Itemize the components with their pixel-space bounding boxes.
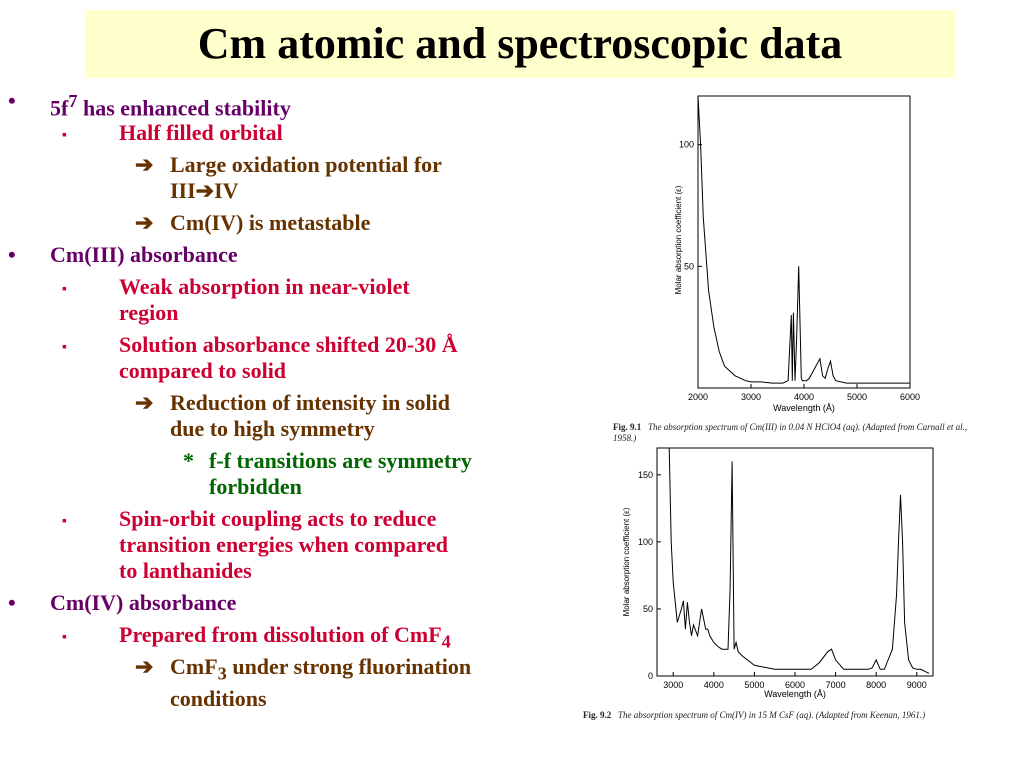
bullet-marker: ▪ [62, 128, 67, 143]
bullet-marker: ➔ [135, 654, 154, 679]
y-axis-ticks: 0 50 100 150 [638, 470, 661, 681]
bullet-text-level1: 5f7 has enhanced stability [50, 91, 291, 121]
plot-frame [656, 447, 934, 677]
x-axis-label: Wavelength (Å) [773, 403, 835, 413]
x-tick-label: 4000 [794, 392, 814, 402]
x-tick-label: 7000 [826, 680, 846, 690]
x-tick-label: 3000 [663, 680, 683, 690]
figure-cm3-spectrum: 2000 3000 4000 5000 6000 50 100 Wavelength (Å… [674, 95, 920, 413]
bullet-text-level3: CmF3 under strong fluorination conditions [170, 654, 472, 712]
bullet-marker: ▪ [62, 340, 67, 355]
y-tick-label: 100 [679, 140, 694, 150]
x-tick-label: 6000 [785, 680, 805, 690]
y-axis-label: Molar absorption coefficient (ε) [674, 185, 683, 294]
y-tick-label: 50 [643, 604, 653, 614]
bullet-text-level2: Weak absorption in near-violet region [119, 274, 410, 325]
title-background [85, 10, 955, 78]
bullet-marker: • [8, 590, 16, 615]
bullet-marker: ▪ [62, 514, 67, 529]
x-axis-ticks: 2000 3000 4000 5000 6000 [688, 384, 920, 402]
bullet-text-level3: Cm(IV) is metastable [170, 210, 371, 235]
bullet-marker: ▪ [62, 282, 67, 297]
bullet-marker: ➔ [135, 390, 154, 415]
bullet-marker: ▪ [62, 630, 67, 645]
x-tick-label: 4000 [704, 680, 724, 690]
figure1-caption-text: The absorption spectrum of Cm(III) in 0.… [613, 422, 968, 443]
figure-cm4-spectrum: 3000 4000 5000 6000 7000 8000 9000 0 50 100 150 W… [622, 447, 934, 699]
bullet-text-level1: Cm(IV) absorbance [50, 590, 237, 615]
bullet-text-level3: Reduction of intensity in solid due to hi… [170, 390, 450, 441]
figure2-caption-label: Fig. 9.2 [583, 710, 612, 720]
bullet-text-level2: Spin-orbit coupling acts to reduce transi… [119, 506, 448, 583]
plot-frame [697, 95, 911, 389]
cm4-spectrum-line [668, 447, 930, 674]
y-tick-label: 100 [638, 537, 653, 547]
y-tick-label: 150 [638, 470, 653, 480]
figure2-caption-text: The absorption spectrum of Cm(IV) in 15 … [618, 710, 926, 720]
x-tick-label: 2000 [688, 392, 708, 402]
x-tick-label: 9000 [907, 680, 927, 690]
y-tick-label: 50 [684, 261, 694, 271]
slide-title: Cm atomic and spectroscopic data [197, 19, 843, 68]
y-axis-ticks: 50 100 [679, 140, 702, 271]
y-tick-label: 0 [648, 671, 653, 681]
bullet-text-level3: Large oxidation potential for III➔IV [170, 152, 442, 203]
x-tick-label: 5000 [847, 392, 867, 402]
x-axis-ticks: 3000 4000 5000 6000 7000 8000 9000 [663, 672, 927, 690]
x-tick-label: 3000 [741, 392, 761, 402]
figure1-caption: Fig. 9.1 The absorption spectrum of Cm(I… [613, 422, 983, 444]
x-axis-label: Wavelength (Å) [764, 689, 826, 699]
x-tick-label: 8000 [866, 680, 886, 690]
y-axis-label: Molar absorption coefficient (ε) [622, 507, 631, 616]
x-tick-label: 5000 [744, 680, 764, 690]
bullet-marker: • [8, 88, 16, 113]
bullet-text-level2: Prepared from dissolution of CmF4 [119, 622, 451, 652]
bullet-marker: * [183, 448, 194, 473]
bullet-marker: ➔ [135, 152, 154, 177]
figure2-caption: Fig. 9.2 The absorption spectrum of Cm(I… [583, 710, 983, 721]
bullet-marker: • [8, 242, 16, 267]
bullet-marker: ➔ [135, 210, 154, 235]
bullet-text-level1: Cm(III) absorbance [50, 242, 238, 267]
bullet-text-level4: f-f transitions are symmetry forbidden [209, 448, 472, 499]
bullet-text-level2: Half filled orbital [119, 120, 283, 145]
x-tick-label: 6000 [900, 392, 920, 402]
cm3-spectrum-line [697, 95, 910, 384]
figure1-caption-label: Fig. 9.1 [613, 422, 642, 432]
